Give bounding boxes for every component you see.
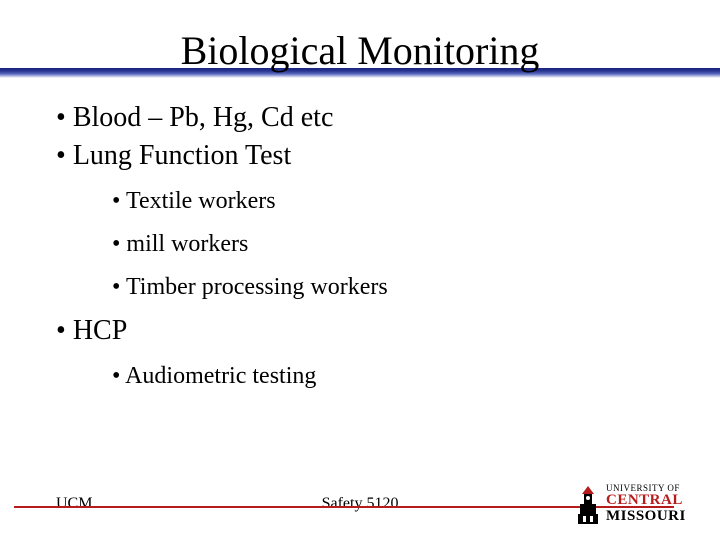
cupola-icon [574,484,602,526]
logo-text: UNIVERSITY OF CENTRAL MISSOURI [606,484,686,525]
bullet-textile: Textile workers [40,188,680,215]
logo-line2: CENTRAL [606,493,686,509]
bullet-hcp: HCP [40,315,680,347]
university-logo: UNIVERSITY OF CENTRAL MISSOURI [574,482,702,528]
bullet-timber: Timber processing workers [40,274,680,301]
slide-footer: UCM Safety 5120 UNIVERSITY OF CENTRAL MI… [0,480,720,528]
bullet-audiometric: Audiometric testing [40,363,680,390]
footer-left: UCM [56,495,92,513]
footer-center: Safety 5120 [322,495,399,513]
slide-content: Blood – Pb, Hg, Cd etc Lung Function Tes… [0,78,720,390]
bullet-blood: Blood – Pb, Hg, Cd etc [40,102,680,134]
bullet-mill: mill workers [40,231,680,258]
slide-title: Biological Monitoring [181,27,540,74]
title-bar: Biological Monitoring [0,0,720,78]
bullet-lung: Lung Function Test [40,140,680,172]
logo-line3: MISSOURI [606,509,686,525]
